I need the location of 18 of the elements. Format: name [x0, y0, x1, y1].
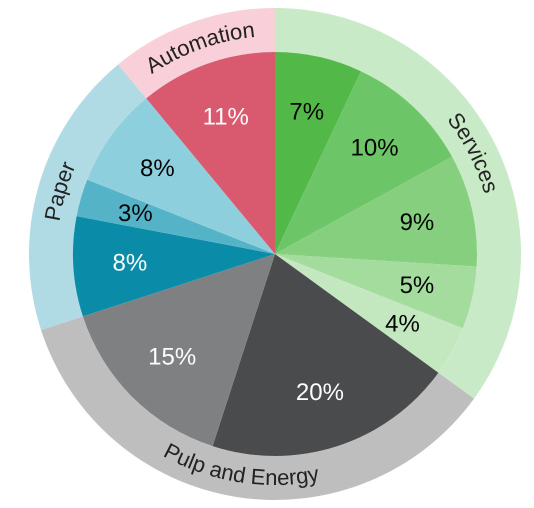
- data-label: 15%: [148, 343, 196, 370]
- data-label: 10%: [350, 134, 399, 162]
- data-label: 3%: [118, 200, 153, 227]
- data-label: 9%: [400, 208, 434, 236]
- pie-slice: [87, 98, 275, 254]
- data-label: 7%: [289, 98, 324, 126]
- slice-label: Pulp and Energy: [160, 438, 321, 490]
- data-label: 4%: [385, 310, 420, 338]
- data-label: 8%: [112, 250, 148, 277]
- data-label: 20%: [296, 378, 344, 406]
- donut-slice: [275, 8, 521, 399]
- data-label: 5%: [400, 272, 434, 300]
- data-label: 8%: [140, 155, 175, 182]
- donut-slice: [41, 316, 474, 500]
- pie-slice: [76, 180, 275, 254]
- donut-slice: [118, 8, 275, 98]
- pie-slice: [212, 254, 438, 456]
- data-label: 11%: [202, 104, 249, 131]
